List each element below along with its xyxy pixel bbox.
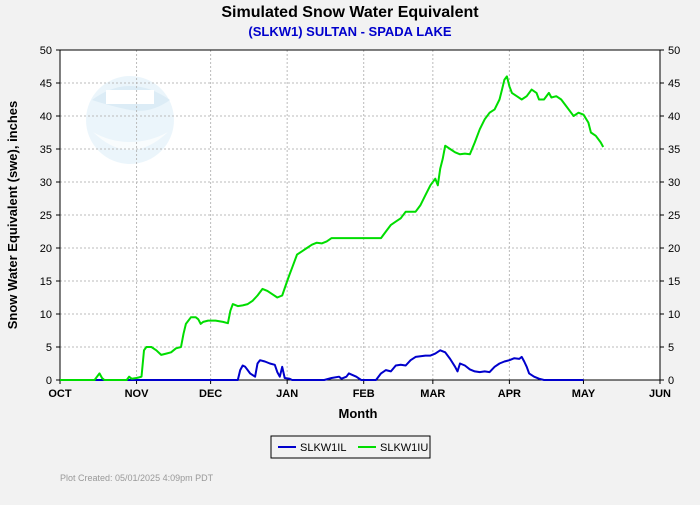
y-tick-label-right: 45	[668, 78, 680, 90]
legend-label-slkw1il: SLKW1IL	[300, 442, 346, 454]
y-tick-label-right: 10	[668, 309, 680, 321]
grid-lines	[60, 50, 660, 380]
y-tick-label-left: 10	[40, 309, 52, 321]
chart-subtitle: (SLKW1) SULTAN - SPADA LAKE	[248, 24, 451, 39]
y-tick-label-right: 40	[668, 111, 680, 123]
y-tick-label-left: 20	[40, 243, 52, 255]
series-lines	[60, 75, 605, 381]
series-line-slkw1iu	[60, 75, 605, 381]
y-tick-label-left: 30	[40, 177, 52, 189]
y-axis-left-labels: 0 5 10 15 20 25 30 35 40 45 50	[40, 45, 52, 387]
noaa-logo-watermark	[86, 76, 174, 164]
legend-label-slkw1iu: SLKW1IU	[380, 442, 428, 454]
y-tick-label-left: 0	[46, 375, 52, 387]
y-tick-label-right: 25	[668, 210, 680, 222]
x-tick-label-oct: OCT	[48, 388, 72, 400]
y-tick-label-left: 40	[40, 111, 52, 123]
y-tick-label-left: 35	[40, 144, 52, 156]
x-tick-label-jan: JAN	[276, 388, 298, 400]
x-tick-label-nov: NOV	[125, 388, 150, 400]
y-axis-title: Snow Water Equivalent (swe), inches	[5, 101, 20, 330]
y-tick-label-left: 25	[40, 210, 52, 222]
series-line-slkw1il	[60, 349, 584, 381]
y-tick-label-right: 0	[668, 375, 674, 387]
x-tick-label-jun: JUN	[649, 388, 671, 400]
legend: SLKW1IL SLKW1IU	[270, 435, 431, 459]
y-tick-label-left: 5	[46, 342, 52, 354]
y-tick-label-right: 15	[668, 276, 680, 288]
y-tick-label-right: 5	[668, 342, 674, 354]
axis-ticks	[56, 49, 664, 384]
x-tick-label-dec: DEC	[199, 388, 222, 400]
y-axis-right-labels: 0 5 10 15 20 25 30 35 40 45 50	[668, 45, 680, 387]
y-tick-label-left: 50	[40, 45, 52, 57]
y-tick-label-left: 15	[40, 276, 52, 288]
plot-created-footer: Plot Created: 05/01/2025 4:09pm PDT	[60, 473, 214, 483]
x-tick-label-may: MAY	[572, 388, 596, 400]
y-tick-label-right: 30	[668, 177, 680, 189]
y-tick-label-right: 35	[668, 144, 680, 156]
x-tick-label-mar: MAR	[420, 388, 445, 400]
x-tick-label-apr: APR	[498, 388, 521, 400]
chart-title: Simulated Snow Water Equivalent	[221, 4, 479, 21]
x-axis-title: Month	[339, 406, 378, 421]
x-axis-labels: OCT NOV DEC JAN FEB MAR APR MAY JUN	[48, 388, 671, 400]
y-tick-label-right: 50	[668, 45, 680, 57]
y-tick-label-left: 45	[40, 78, 52, 90]
y-tick-label-right: 20	[668, 243, 680, 255]
legend-box	[270, 435, 431, 459]
x-tick-label-feb: FEB	[353, 388, 375, 400]
